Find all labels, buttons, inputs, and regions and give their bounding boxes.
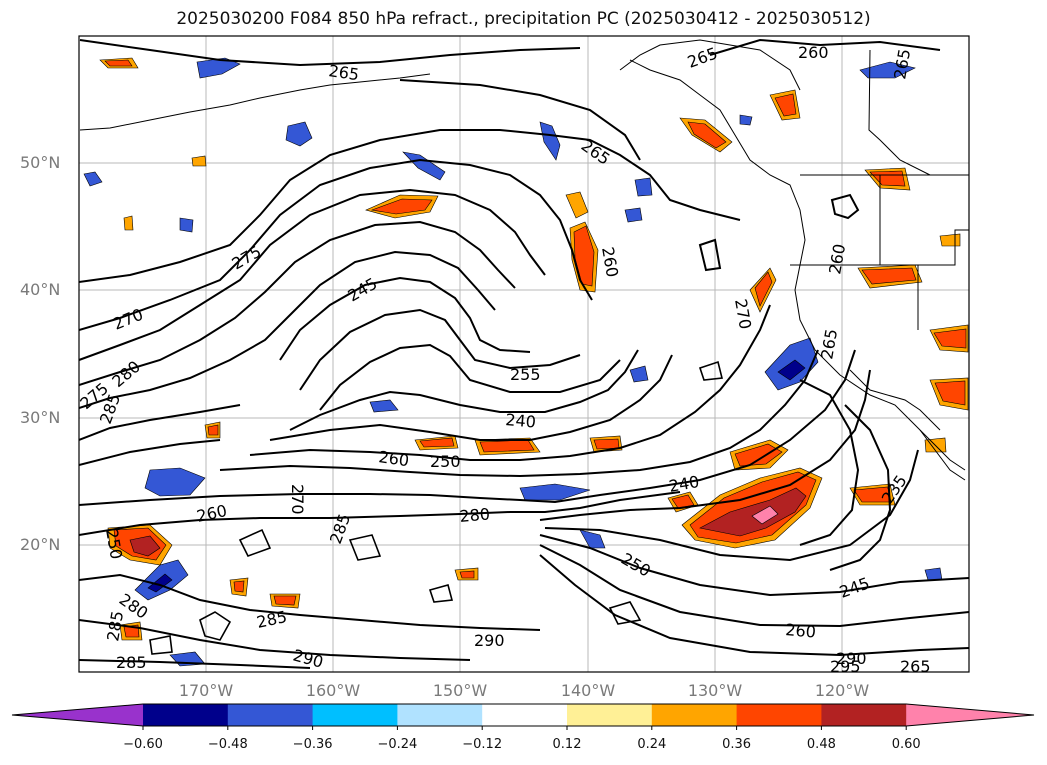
lon-label-150w: 150°W bbox=[432, 681, 488, 700]
colorbar-tick-label: −0.48 bbox=[207, 737, 248, 752]
colorbar-tick-label: −0.24 bbox=[377, 737, 418, 752]
contour-label: 280 bbox=[459, 504, 491, 526]
colorbar bbox=[11, 703, 1035, 730]
lon-label-120w: 120°W bbox=[814, 681, 870, 700]
contour-label: 285 bbox=[116, 653, 147, 672]
colorbar-tick-label: 0.48 bbox=[806, 737, 836, 752]
colorbar-cell bbox=[567, 704, 653, 726]
contour-label: 260 bbox=[377, 447, 410, 470]
contour-label: 240 bbox=[505, 410, 537, 432]
colorbar-cell bbox=[312, 704, 398, 726]
lat-label-50n: 50°N bbox=[20, 153, 61, 172]
lon-label-170w: 170°W bbox=[178, 681, 234, 700]
contour-label: 250 bbox=[430, 452, 461, 471]
contour-label: 265 bbox=[327, 61, 360, 84]
contour-label: 260 bbox=[798, 43, 829, 62]
contour-islands bbox=[149, 360, 723, 655]
lon-label-130w: 130°W bbox=[687, 681, 743, 700]
colorbar-extend-high bbox=[906, 704, 1034, 726]
precip-negative bbox=[83, 57, 943, 667]
colorbar-cell bbox=[736, 704, 822, 726]
contour-label: 270 bbox=[288, 484, 307, 515]
colorbar-tick-label: 0.60 bbox=[891, 737, 921, 752]
map-frame bbox=[78, 35, 970, 673]
contour-label: 290 bbox=[836, 649, 867, 668]
lon-label-160w: 160°W bbox=[305, 681, 361, 700]
map-area: 265 260 265 265 265 275 260 270 245 270 … bbox=[79, 36, 969, 676]
colorbar-tick-label: 0.24 bbox=[637, 737, 667, 752]
contour-label: 260 bbox=[785, 620, 817, 642]
contour-label: 290 bbox=[474, 631, 505, 650]
colorbar-cell bbox=[143, 704, 229, 726]
contour-label: 265 bbox=[900, 657, 931, 676]
coastlines bbox=[79, 39, 969, 481]
colorbar-cell bbox=[482, 704, 568, 726]
colorbar-tick-label: −0.60 bbox=[123, 737, 163, 752]
lat-label-20n: 20°N bbox=[20, 535, 61, 554]
page-title: 2025030200 F084 850 hPa refract., precip… bbox=[176, 9, 871, 29]
colorbar-tick-label: 0.12 bbox=[552, 737, 582, 752]
lat-label-30n: 30°N bbox=[20, 408, 61, 427]
colorbar-extend-low bbox=[12, 704, 143, 726]
colorbar-cell bbox=[821, 704, 907, 726]
refractivity-contours bbox=[79, 38, 969, 669]
lat-label-40n: 40°N bbox=[20, 280, 61, 299]
colorbar-cell bbox=[651, 704, 738, 726]
colorbar-tick-label: 0.36 bbox=[722, 737, 752, 752]
contour-label: 295 bbox=[830, 657, 861, 676]
contour-label: 255 bbox=[510, 365, 541, 384]
colorbar-tick-label: −0.12 bbox=[462, 737, 503, 752]
colorbar-tick-label: −0.36 bbox=[292, 737, 333, 752]
lon-label-140w: 140°W bbox=[560, 681, 616, 700]
colorbar-cell bbox=[397, 704, 483, 726]
colorbar-cell bbox=[227, 704, 314, 726]
